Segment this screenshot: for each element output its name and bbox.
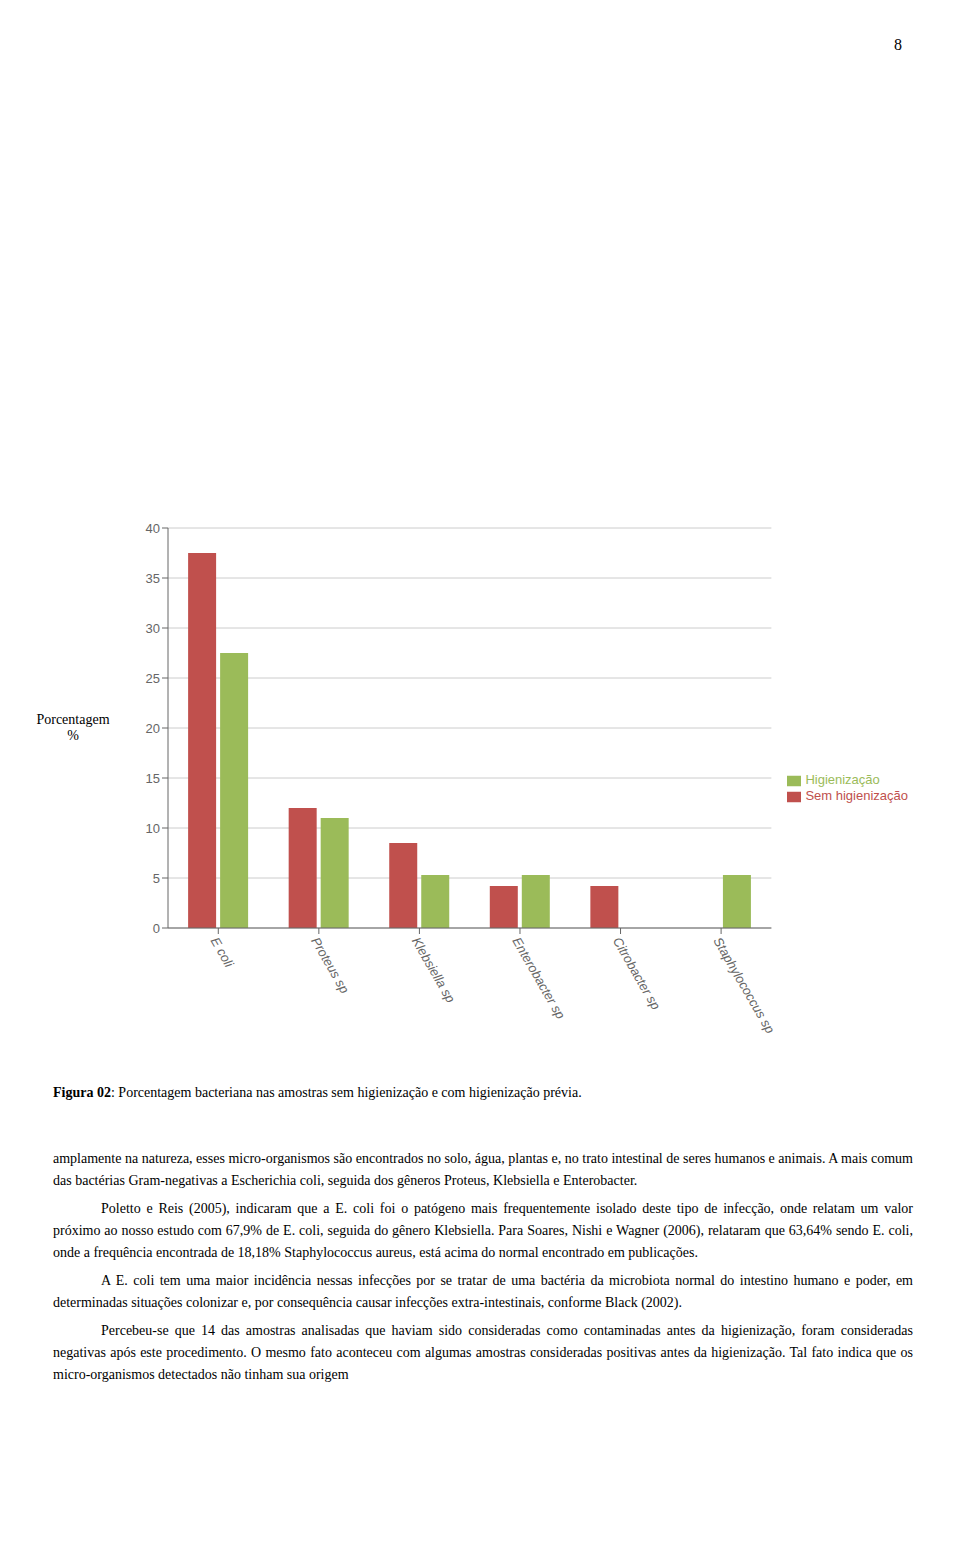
svg-text:5: 5 (153, 871, 160, 886)
svg-text:25: 25 (146, 671, 160, 686)
html-text:A E. coli tem uma maior incidê: A E. coli tem uma maior incidência nessa… (53, 1273, 913, 1310)
svg-text:E coli: E coli (208, 935, 237, 971)
html-text:Poletto e Reis (2005), indicar: Poletto e Reis (2005), indicaram que a E… (53, 1201, 913, 1260)
svg-text:Staphylococcus sp: Staphylococcus sp (711, 935, 778, 1036)
svg-text:Proteus sp: Proteus sp (308, 935, 352, 996)
svg-text:0: 0 (153, 921, 160, 936)
svg-text:15: 15 (146, 771, 160, 786)
svg-text:Citrobacter sp: Citrobacter sp (610, 935, 663, 1013)
svg-text:40: 40 (146, 521, 160, 536)
svg-text:10: 10 (146, 821, 160, 836)
html-text:Percebeu-se que 14 das amostra: Percebeu-se que 14 das amostras analisad… (53, 1323, 913, 1382)
svg-text:30: 30 (146, 621, 160, 636)
svg-text:20: 20 (146, 721, 160, 736)
svg-text:Enterobacter sp: Enterobacter sp (509, 935, 568, 1022)
html-text:Sem higienização: Sem higienização (805, 788, 908, 803)
svg-text:Klebsiella sp: Klebsiella sp (409, 935, 458, 1006)
html-text:Figura 02: Porcentagem bacteri: Figura 02: Porcentagem bacteriana nas am… (53, 1085, 582, 1100)
html-text:Porcentagem %: Porcentagem % (36, 712, 110, 743)
html-text:Higienização: Higienização (805, 772, 880, 788)
svg-text:35: 35 (146, 571, 160, 586)
html-text:amplamente na natureza, esses: amplamente na natureza, esses micro-orga… (53, 1151, 913, 1188)
html-text:8: 8 (894, 36, 902, 53)
